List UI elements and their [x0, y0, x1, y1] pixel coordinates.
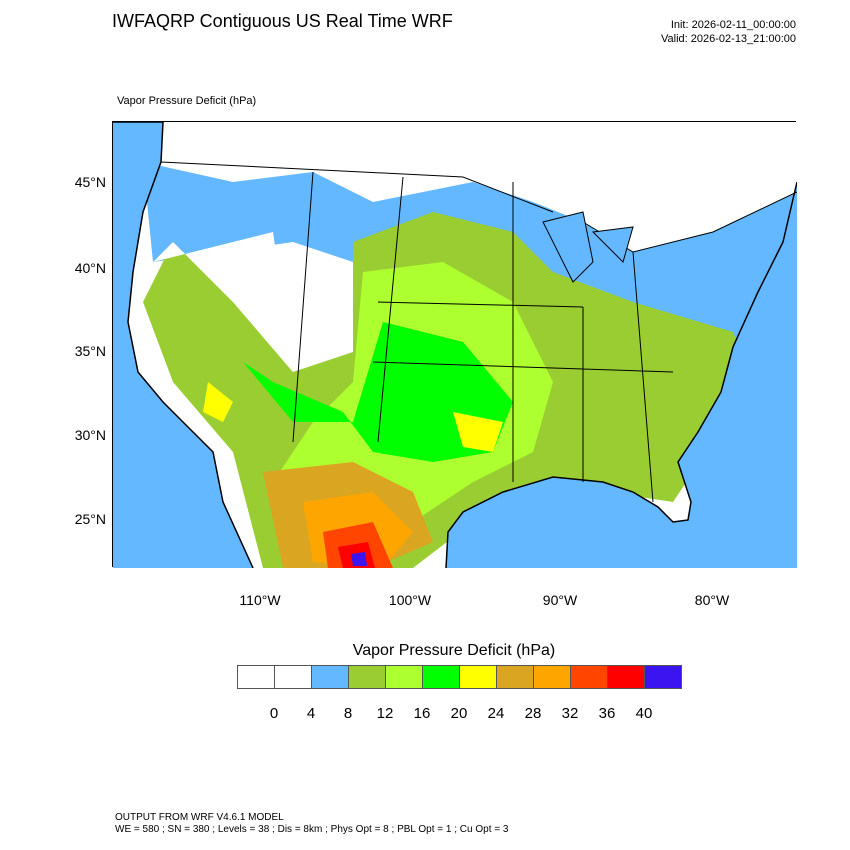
colorbar-box — [497, 666, 534, 688]
valid-time: Valid: 2026-02-13_21:00:00 — [661, 33, 796, 45]
lon-label: 80°W — [694, 592, 730, 608]
plot-title: IWFAQRP Contiguous US Real Time WRF — [112, 11, 453, 31]
lat-label: 30°N — [74, 427, 106, 443]
lon-label: 100°W — [388, 592, 432, 608]
lat-label: 35°N — [74, 343, 106, 359]
colorbar-label: 0 — [269, 705, 279, 722]
colorbar-box — [645, 666, 681, 688]
colorbar-label: 32 — [561, 705, 579, 722]
field-label: Vapor Pressure Deficit (hPa) — [117, 95, 257, 107]
colorbar-box — [608, 666, 645, 688]
colorbar-label: 28 — [524, 705, 542, 722]
colorbar-box — [312, 666, 349, 688]
colorbar-box — [534, 666, 571, 688]
lat-label: 45°N — [74, 174, 106, 190]
lat-label: 25°N — [74, 511, 106, 527]
colorbar-label: 40 — [635, 705, 653, 722]
colorbar-label: 8 — [343, 705, 353, 722]
great-lakes — [542, 211, 634, 283]
colorbar-box — [349, 666, 386, 688]
map-canvas — [113, 121, 798, 569]
colorbar-box — [238, 666, 275, 688]
colorbar-label: 4 — [306, 705, 316, 722]
zone-20-24 — [203, 382, 503, 452]
colorbar-label: 12 — [376, 705, 394, 722]
colorbar-label: 24 — [487, 705, 505, 722]
coastline — [113, 121, 798, 569]
colorbar-title: Vapor Pressure Deficit (hPa) — [352, 642, 556, 659]
colorbar-box — [460, 666, 497, 688]
lon-label: 110°W — [239, 592, 281, 608]
zone-16-20 — [243, 322, 513, 462]
colorbar-label: 20 — [450, 705, 468, 722]
colorbar-box — [571, 666, 608, 688]
colorbar-label: 16 — [413, 705, 431, 722]
colorbar — [237, 665, 682, 689]
lat-label: 40°N — [74, 260, 106, 276]
zone-40-plus — [351, 552, 367, 566]
colorbar-box — [386, 666, 423, 688]
colorbar-label: 36 — [598, 705, 616, 722]
state-borders — [160, 161, 798, 503]
init-time: Init: 2026-02-11_00:00:00 — [670, 19, 796, 31]
model-config: WE = 580 ; SN = 380 ; Levels = 38 ; Dis … — [115, 824, 509, 835]
lon-label: 90°W — [542, 592, 578, 608]
vpd-map — [112, 121, 798, 569]
model-info: OUTPUT FROM WRF V4.6.1 MODEL — [115, 812, 284, 823]
zone-0-4-west — [153, 232, 293, 372]
colorbar-box — [423, 666, 460, 688]
colorbar-box — [275, 666, 312, 688]
